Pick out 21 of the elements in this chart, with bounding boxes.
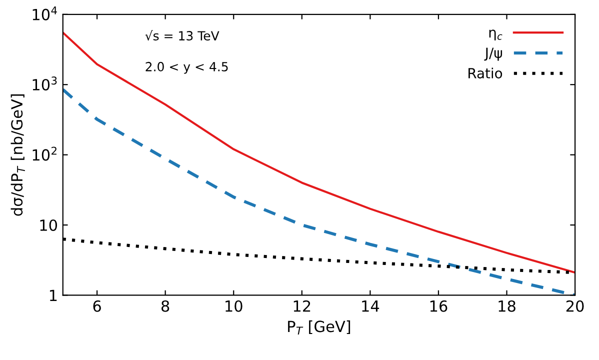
y-tick-label: 10$^{3}$ xyxy=(32,76,57,91)
y-tick-label: 10$^{2}$ xyxy=(32,146,56,161)
y-tick-label: 10$^{4}$ xyxy=(32,6,57,20)
line-series xyxy=(62,32,576,274)
x-axis-title: P$_{T}$ [GeV] xyxy=(288,320,350,335)
x-tick-label: 16 xyxy=(430,300,448,312)
legend-label: Ratio xyxy=(468,68,502,78)
x-tick-label: 14 xyxy=(362,300,380,312)
legend-label: η$_{c}$ xyxy=(489,30,502,40)
x-tick-label: 6 xyxy=(93,300,101,312)
y-axis-title: dσ/dP$_{T}$ [nb/GeV] xyxy=(10,94,25,216)
legend-label: J/ψ xyxy=(484,48,502,61)
x-tick-label: 18 xyxy=(498,300,516,312)
y-tick-label: 10 xyxy=(40,219,58,232)
x-tick-label: 20 xyxy=(566,300,584,312)
annotation: √s = 13 TeV xyxy=(145,30,220,41)
x-tick-label: 10 xyxy=(226,300,242,312)
y-tick-label: 1 xyxy=(50,290,57,302)
annotation: 2.0 < y < 4.5 xyxy=(146,62,228,74)
x-tick-label: 12 xyxy=(294,300,310,312)
x-tick-label: 8 xyxy=(162,300,170,312)
